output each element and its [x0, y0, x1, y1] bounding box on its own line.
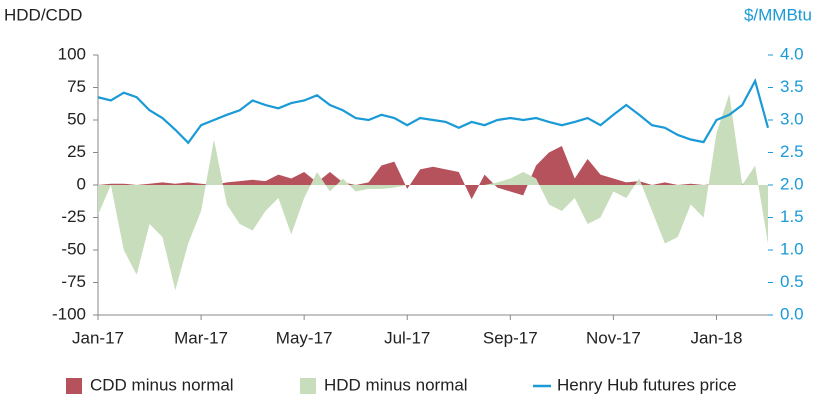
y-tick-label: 100	[58, 44, 86, 63]
y2-tick-label: 1.5	[780, 207, 804, 226]
legend-label: HDD minus normal	[324, 375, 468, 394]
x-tick-label: Jan-17	[72, 328, 124, 347]
x-tick-label: Sep-17	[483, 328, 538, 347]
y2-tick-label: 3.5	[780, 77, 804, 96]
legend-label: CDD minus normal	[90, 375, 234, 394]
y-tick-label: -100	[52, 304, 86, 323]
y-tick-label: 25	[67, 142, 86, 161]
line	[97, 78, 770, 145]
area	[98, 94, 768, 291]
x-tick-label: May-17	[276, 328, 333, 347]
y2-tick-label: 1.0	[780, 239, 804, 258]
x-tick-label: Mar-17	[174, 328, 228, 347]
x-tick-label: Jan-18	[690, 328, 742, 347]
y2-axis-title: $/MMBtu	[744, 5, 812, 24]
y-axis-title: HDD/CDD	[4, 5, 82, 24]
y-tick-label: -50	[61, 239, 86, 258]
y2-tick-label: 0.5	[780, 272, 804, 291]
x-tick-label: Jul-17	[384, 328, 430, 347]
legend-swatch	[300, 378, 316, 394]
legend-label: Henry Hub futures price	[557, 375, 737, 394]
y-tick-label: 0	[77, 174, 86, 193]
y-tick-label: 75	[67, 77, 86, 96]
y-tick-label: -25	[61, 207, 86, 226]
area	[98, 146, 768, 200]
x-tick-label: Nov-17	[586, 328, 641, 347]
y-tick-label: 50	[67, 109, 86, 128]
y2-tick-label: 4.0	[780, 44, 804, 63]
y2-tick-label: 2.5	[780, 142, 804, 161]
y2-tick-label: 0.0	[780, 304, 804, 323]
y-tick-label: -75	[61, 272, 86, 291]
y2-tick-label: 2.0	[780, 174, 804, 193]
y2-tick-label: 3.0	[780, 109, 804, 128]
legend-swatch	[66, 378, 82, 394]
